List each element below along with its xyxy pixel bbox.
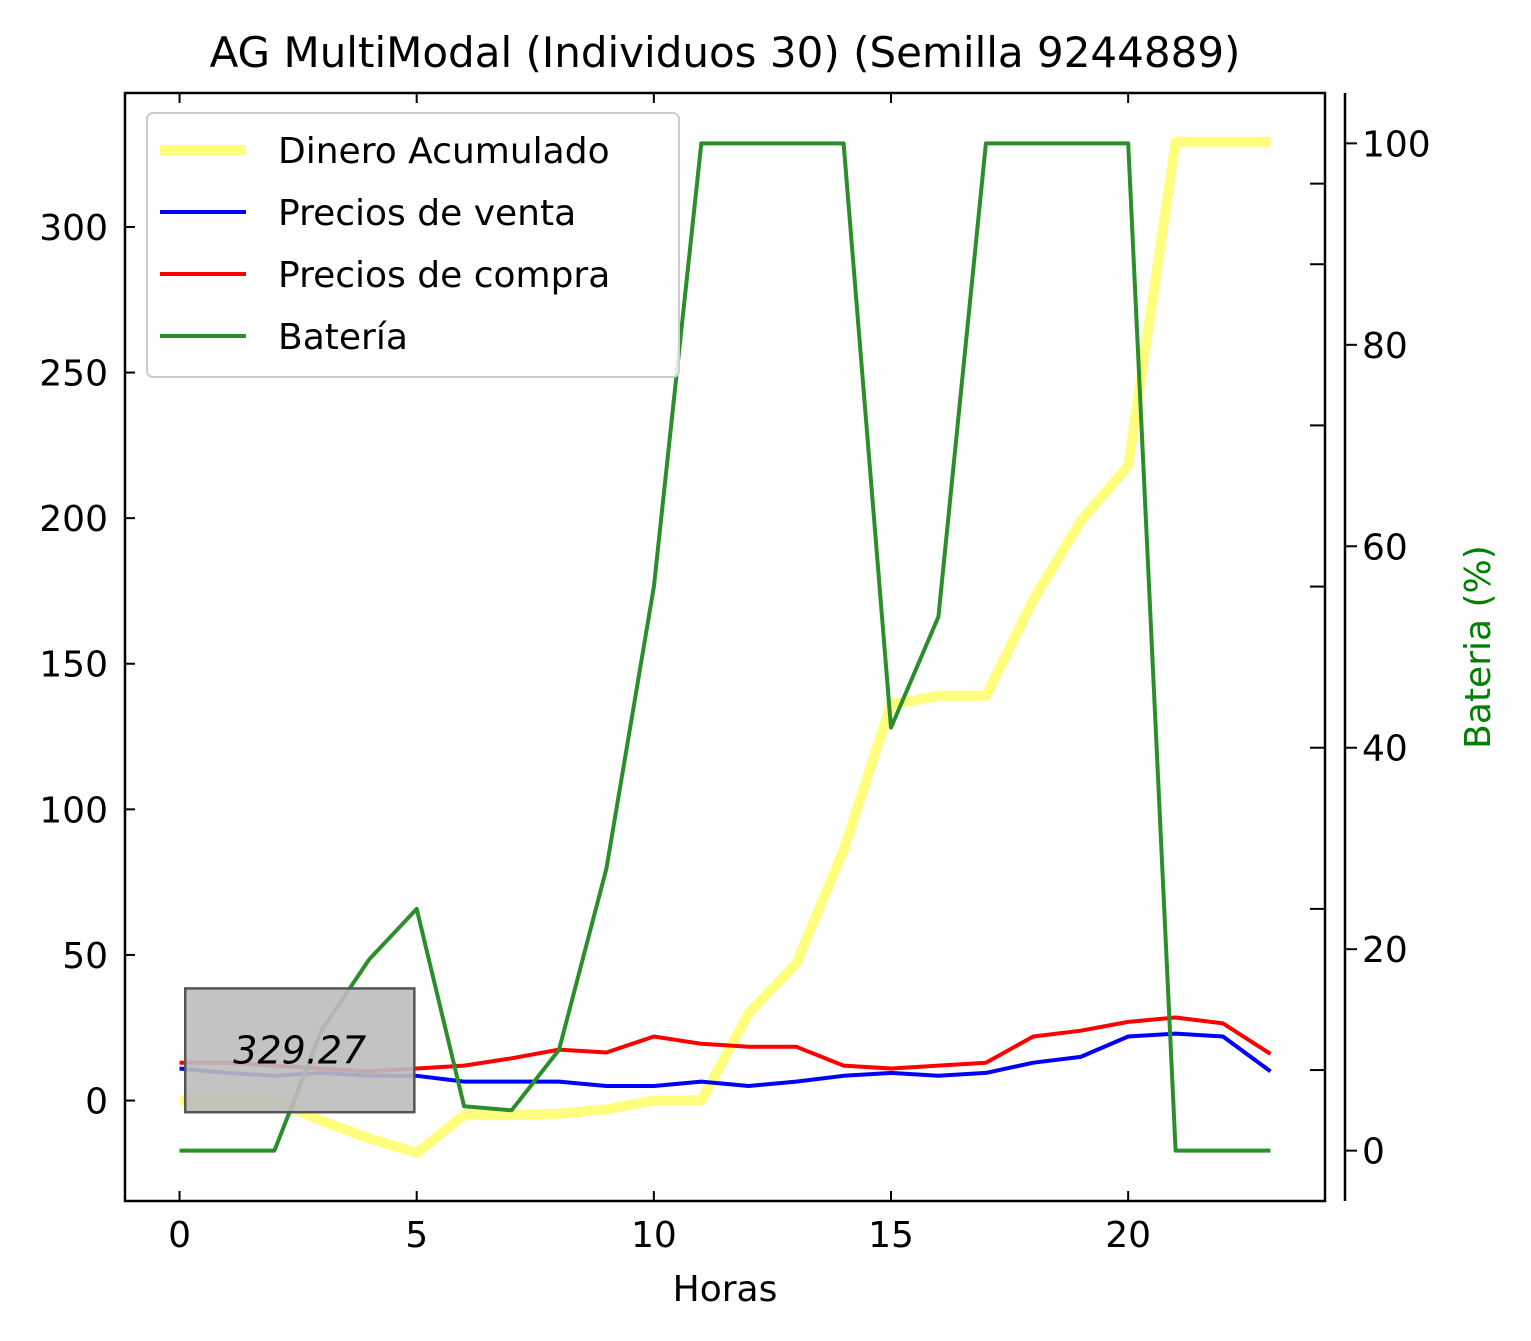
x-tick-label: 20: [1105, 1215, 1151, 1256]
legend: Dinero Acumulado Precios de venta Precios …: [146, 112, 680, 378]
legend-box: [146, 112, 680, 378]
legend-label: Precios de venta: [278, 193, 576, 234]
series-line-bateria: [179, 141, 1271, 1153]
y2-tick-label: 100: [1362, 124, 1431, 165]
x-axis-ticks: 0 5 10 15 20: [168, 93, 1151, 1256]
y-tick-label: 100: [39, 790, 108, 831]
legend-label: Dinero Acumulado: [278, 131, 610, 172]
y2-tick-label: 60: [1362, 527, 1408, 568]
y2-axis-label: Bateria (%): [1458, 545, 1499, 749]
y-axis-ticks: 0 50 100 150 200 250 300: [39, 208, 135, 1123]
y2-tick-label: 0: [1362, 1132, 1385, 1173]
chart-title: AG MultiModal (Individuos 30) (Semilla 9…: [210, 28, 1241, 77]
y-tick-label: 300: [39, 208, 108, 249]
x-tick-label: 5: [405, 1215, 428, 1256]
series-line-dinero-acumulado: [179, 136, 1271, 1158]
x-tick-label: 10: [631, 1215, 677, 1256]
y2-tick-label: 80: [1362, 326, 1408, 367]
y-tick-label: 200: [39, 499, 108, 540]
y2-tick-label: 40: [1362, 729, 1408, 770]
y2-axis-ticks: 0 20 40 60 80 100: [1310, 124, 1431, 1173]
y-tick-label: 250: [39, 354, 108, 395]
annotation-text: 329.27: [233, 1028, 366, 1072]
x-tick-label: 15: [868, 1215, 914, 1256]
y-tick-label: 50: [62, 936, 108, 977]
annotation: 329.27: [183, 987, 416, 1114]
legend-label: Precios de compra: [278, 255, 610, 296]
y-tick-label: 150: [39, 645, 108, 686]
plot-frame: [123, 91, 1327, 1203]
y2-tick-label: 20: [1362, 930, 1408, 971]
annotation-box: [183, 987, 416, 1114]
x-axis-label: Horas: [673, 1269, 778, 1310]
x-tick-label: 0: [168, 1215, 191, 1256]
y-tick-label: 0: [85, 1082, 108, 1123]
legend-label: Batería: [278, 317, 408, 358]
